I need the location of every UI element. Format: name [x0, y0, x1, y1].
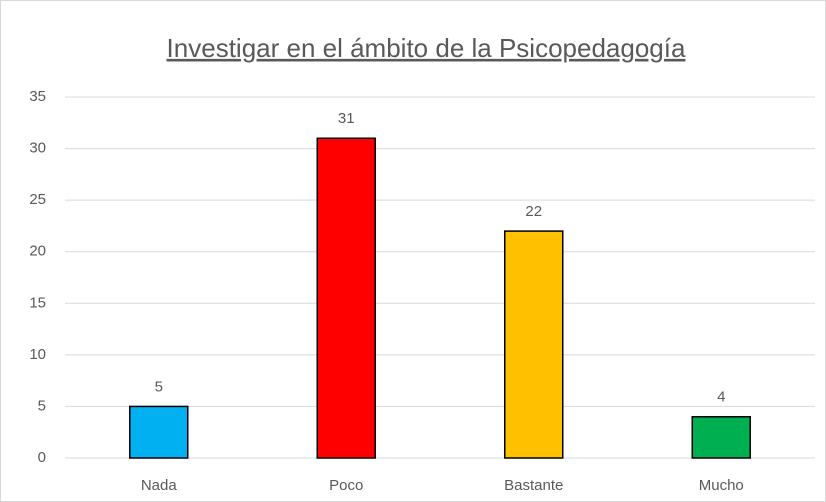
x-tick-label: Mucho [699, 477, 744, 494]
y-tick-label: 15 [29, 294, 46, 311]
y-tick-label: 30 [29, 140, 46, 157]
y-tick-label: 35 [29, 88, 46, 105]
bar [504, 230, 564, 459]
data-label: 5 [155, 378, 163, 395]
y-tick-label: 0 [38, 449, 46, 466]
bar [691, 415, 751, 459]
x-tick-label: Bastante [504, 477, 563, 494]
y-tick-label: 25 [29, 191, 46, 208]
x-tick-label: Nada [141, 477, 178, 494]
data-label: 4 [717, 389, 725, 406]
y-tick-label: 10 [29, 346, 46, 363]
bar [129, 405, 189, 459]
chart-title: Investigar en el ámbito de la Psicopedag… [167, 33, 686, 63]
y-tick-label: 5 [38, 397, 46, 414]
data-label: 31 [338, 110, 355, 127]
data-label: 22 [525, 203, 542, 220]
y-tick-label: 20 [29, 243, 46, 260]
bar [316, 137, 376, 459]
x-tick-label: Poco [329, 477, 363, 494]
